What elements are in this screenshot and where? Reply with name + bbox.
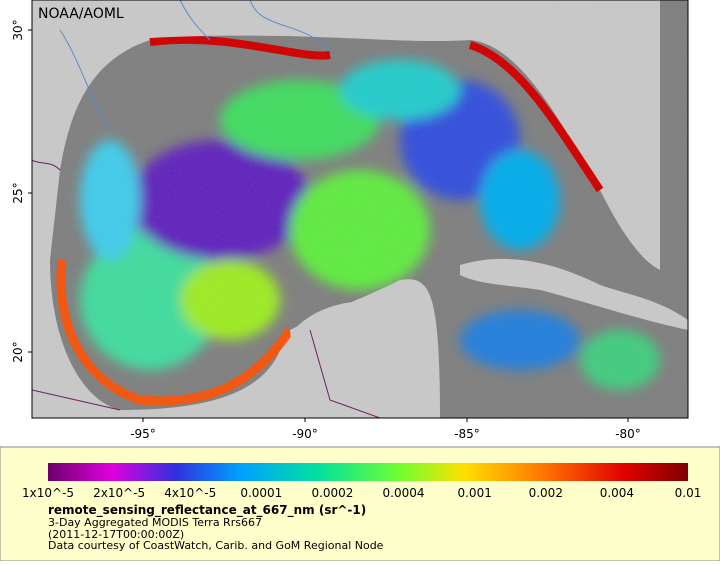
axes: 30° 25° 20° -95° -90° -85° -80° (11, 19, 641, 441)
caption-title: remote_sensing_reflectance_at_667_nm (sr… (48, 503, 366, 518)
land-yucatan (290, 279, 440, 418)
lon-label: -80° (615, 427, 641, 441)
land-florida (560, 0, 632, 200)
map (32, 0, 688, 418)
lon-label: -90° (292, 427, 318, 441)
credit: NOAA/AOML (38, 6, 124, 22)
colorbar-label: 0.001 (457, 486, 491, 500)
colorbar-label: 0.0001 (240, 486, 282, 500)
land-texas (32, 0, 560, 418)
caption-line: (2011-12-17T00:00:00Z) (48, 528, 184, 541)
map-frame (31, 0, 689, 419)
rivers (59, 0, 331, 131)
colorbar-label: 0.004 (600, 486, 634, 500)
lat-label: 25° (11, 182, 25, 203)
colorbar-label: 0.0004 (383, 486, 425, 500)
colorbar-label: 2x10^-5 (93, 486, 145, 500)
colorbar-label: 0.0002 (311, 486, 353, 500)
lat-label: 30° (11, 19, 25, 40)
lat-label: 20° (11, 341, 25, 362)
lon-label: -95° (130, 427, 156, 441)
borders (32, 159, 381, 418)
colorbar-label: 0.01 (675, 486, 702, 500)
lon-label: -85° (454, 427, 480, 441)
colorbar-label: 1x10^-5 (22, 486, 74, 500)
colorbar-labels: 1x10^-5 2x10^-5 4x10^-5 0.0001 0.0002 0.0004 0… (22, 486, 701, 500)
colorbar (48, 463, 688, 481)
colorbar-label: 4x10^-5 (164, 486, 216, 500)
colorbar-label: 0.002 (529, 486, 563, 500)
caption-line: Data courtesy of CoastWatch, Carib. and … (48, 539, 384, 552)
land-cuba (460, 258, 688, 330)
caption-line: 3-Day Aggregated MODIS Terra Rrs667 (48, 516, 262, 529)
